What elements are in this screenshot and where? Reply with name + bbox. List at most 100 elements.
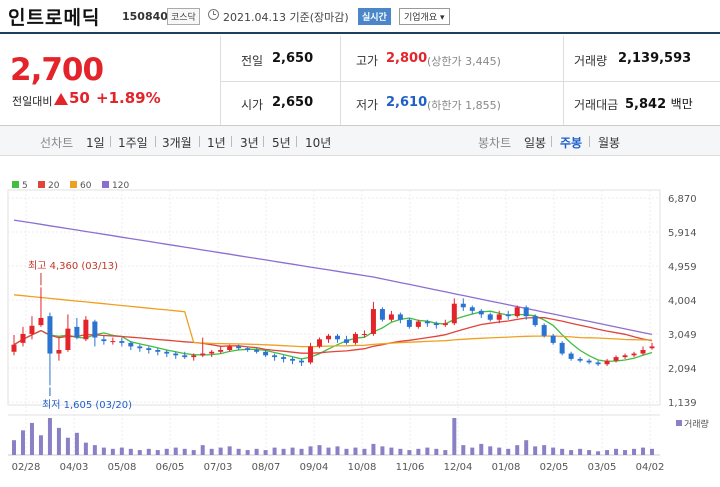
volume-bar <box>542 445 547 455</box>
prev-close-value: 2,650 <box>272 51 314 66</box>
volume-bar <box>29 422 34 455</box>
change-value: 50 <box>69 89 90 107</box>
legend-swatch <box>38 181 45 188</box>
volume-bar <box>533 446 538 455</box>
x-tick-label: 09/04 <box>300 462 329 473</box>
volume-bar <box>461 445 466 455</box>
x-tick-label: 05/08 <box>108 462 137 473</box>
volume-legend-swatch <box>676 420 682 426</box>
candle <box>514 307 520 317</box>
candle <box>119 341 125 343</box>
legend-swatch <box>12 181 19 188</box>
divider <box>340 36 341 125</box>
candle <box>361 333 367 335</box>
volume-bar <box>74 432 79 455</box>
volume-bar <box>407 450 412 455</box>
tab-1year[interactable]: 1년 <box>207 136 226 150</box>
volume-bar <box>398 448 403 455</box>
x-tick-label: 04/02 <box>636 462 665 473</box>
divider <box>155 136 156 147</box>
volume-bar <box>254 448 259 455</box>
tab-10year[interactable]: 10년 <box>305 136 332 150</box>
candle <box>604 360 610 365</box>
candle <box>388 314 394 320</box>
candle <box>218 349 224 352</box>
candle <box>38 317 44 326</box>
volume-bar <box>308 446 313 455</box>
high-annotation: 최고 4,360 (03/13) <box>28 260 118 272</box>
volume-bar <box>569 450 574 455</box>
candle <box>640 349 646 354</box>
candle-chart-label: 봉차트 <box>478 136 512 150</box>
candle <box>254 349 260 352</box>
ma-line-120 <box>13 219 653 336</box>
candle <box>370 309 376 334</box>
candle <box>469 307 475 311</box>
volume-bar <box>218 447 223 455</box>
change-percent: +1.89% <box>96 89 161 107</box>
volume-bar <box>191 450 196 455</box>
tab-3year[interactable]: 3년 <box>240 136 259 150</box>
realtime-button[interactable]: 실시간 <box>358 8 391 25</box>
volume-bar <box>164 448 169 455</box>
price-summary: 2,700 전일대비 50 +1.89% 전일 2,650 고가 2,800 (… <box>0 36 720 126</box>
candle <box>496 314 502 320</box>
candle <box>505 314 511 317</box>
tab-3month[interactable]: 3개월 <box>162 136 192 150</box>
volume-bar <box>650 448 654 455</box>
tab-5year[interactable]: 5년 <box>272 136 291 150</box>
volume-bar <box>227 446 232 455</box>
x-tick-label: 08/07 <box>252 462 281 473</box>
divider <box>263 136 264 147</box>
legend-ma60: 60 <box>70 181 91 191</box>
candle <box>406 319 412 327</box>
candle <box>101 339 107 342</box>
candle <box>550 335 556 343</box>
volume-bar <box>12 440 16 455</box>
volume-bar <box>47 418 52 455</box>
lower-limit: (하한가 1,855) <box>427 99 501 112</box>
volume-bar <box>326 447 331 455</box>
volume-bar <box>137 450 142 455</box>
candle <box>649 346 655 349</box>
x-tick-label: 10/08 <box>348 462 377 473</box>
candle <box>397 314 403 320</box>
tab-1week[interactable]: 1주일 <box>118 136 148 150</box>
candle <box>299 360 305 363</box>
corp-overview-dropdown[interactable]: 기업개요 ▾ <box>399 8 450 25</box>
volume-bar <box>38 435 43 455</box>
volume-bar <box>92 445 97 455</box>
candle <box>487 314 493 320</box>
candle <box>173 353 179 356</box>
volume-bar <box>596 451 601 455</box>
volume-bar <box>209 448 214 455</box>
volume-bar <box>335 446 340 455</box>
open-label: 시가 <box>241 98 264 112</box>
volume-bar <box>65 437 70 455</box>
tab-daily[interactable]: 일봉 <box>524 136 547 150</box>
amount-value: 5,842 백만 <box>625 97 693 112</box>
candle <box>110 341 116 343</box>
divider <box>199 136 200 147</box>
candle <box>20 333 26 343</box>
candle <box>290 358 296 361</box>
x-tick-label: 11/06 <box>396 462 425 473</box>
tab-weekly[interactable]: 주봉 <box>560 136 583 150</box>
candle <box>164 351 170 354</box>
x-tick-label: 01/08 <box>492 462 521 473</box>
volume-bar <box>452 418 457 455</box>
company-name: 인트로메딕 <box>8 7 101 29</box>
x-tick-label: 02/28 <box>12 462 41 473</box>
tab-1day[interactable]: 1일 <box>86 136 105 150</box>
change-label: 전일대비 <box>12 95 53 108</box>
high-value: 2,800 <box>386 51 428 66</box>
tab-monthly[interactable]: 월봉 <box>598 136 621 150</box>
volume-bar <box>641 447 646 455</box>
candle <box>47 316 53 354</box>
volume-bar <box>56 427 61 455</box>
volume-bar <box>488 446 493 455</box>
volume-bar <box>200 445 205 455</box>
candle <box>478 310 484 315</box>
ma-line-20 <box>13 316 653 354</box>
